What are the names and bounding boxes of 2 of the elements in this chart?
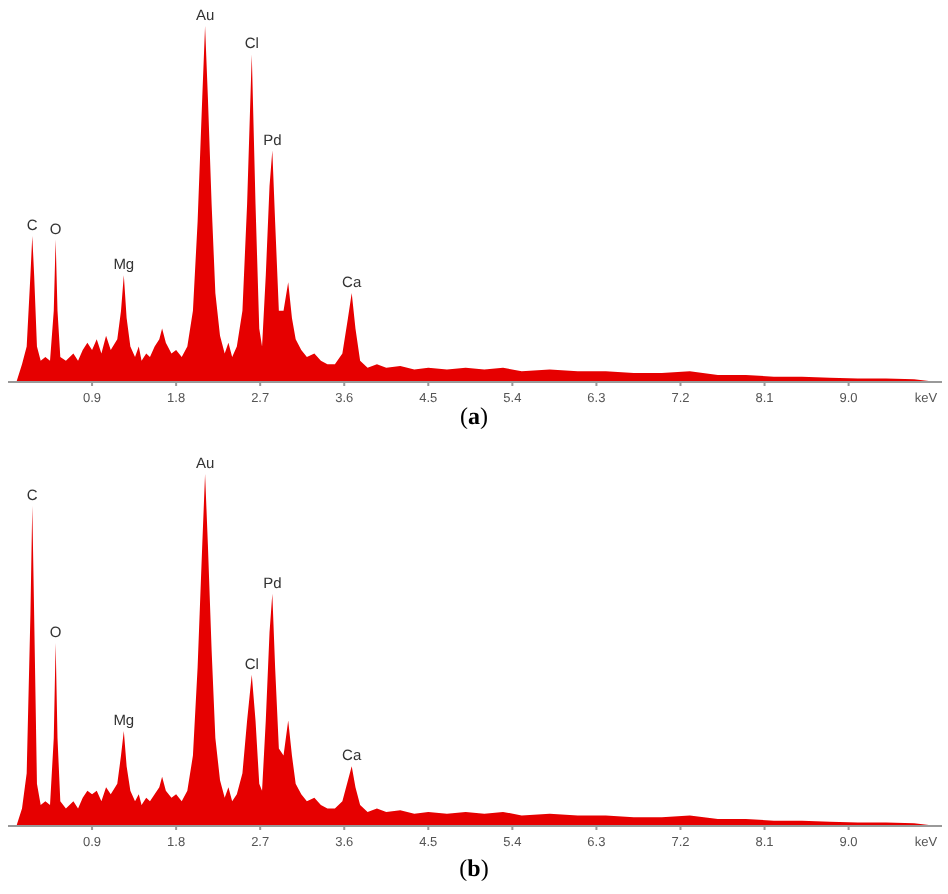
text: (a) [460,402,488,430]
text: (b) [459,854,489,882]
